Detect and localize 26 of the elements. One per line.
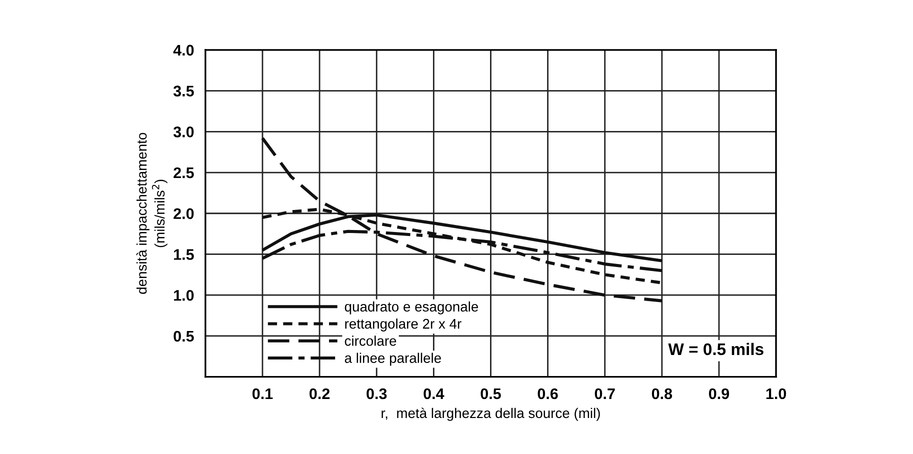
legend-label: quadrato e esagonale [344,301,478,314]
x-tick-label: 0.8 [652,388,672,400]
y-tick-label: 4.0 [173,44,194,56]
legend-label: rettangolare 2r x 4r [345,318,462,332]
legend-label: a linee parallele [344,352,441,366]
y-axis-title: densità impacchettamento (mils/mils$^{2}$) [136,132,168,294]
x-tick-label: 0.1 [252,388,273,400]
annotation: W = 0.5 mils [668,342,764,356]
y-tick-label: 3.5 [173,86,194,97]
x-tick-label: 0.6 [538,388,558,400]
x-tick-label: 1.0 [766,388,786,400]
x-tick-label: 0.4 [424,388,444,400]
y-tick-label: 0.5 [174,330,194,342]
legend-label: circolare [344,336,396,346]
y-tick-label: 1.5 [174,249,194,260]
x-axis-title: r, metà larghezza della source (mil) [382,408,600,421]
x-tick-label: 0.7 [594,388,615,400]
x-tick-label: 0.5 [480,388,501,400]
y-tick-label: 1.0 [174,290,194,301]
y-tick-label: 2.5 [174,167,194,178]
y-tick-label: 2.0 [174,208,194,220]
x-tick-label: 0.3 [366,388,387,400]
y-tick-label: 3.0 [173,126,194,138]
x-tick-label: 0.2 [310,388,330,400]
x-tick-label: 0.9 [708,388,730,400]
line-series [260,136,664,302]
